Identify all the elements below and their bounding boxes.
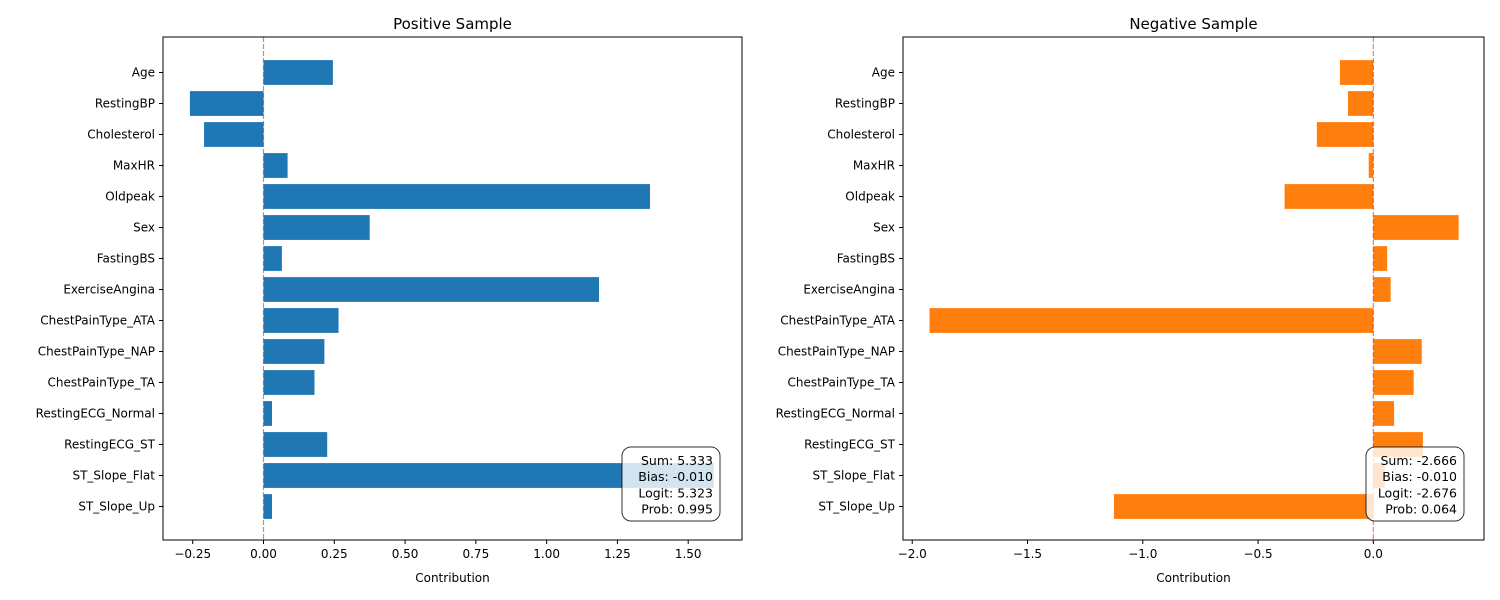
positive-sample-chart: Positive Sample Contribution Age RestingB… xyxy=(36,15,743,585)
y-tick-label: ST_Slope_Up xyxy=(818,500,895,514)
bar-RestingECG_Normal xyxy=(263,401,273,426)
bar-ST_Slope_Up xyxy=(263,494,273,519)
y-tick-label: ChestPainType_NAP xyxy=(778,345,895,359)
y-tick-label: ExerciseAngina xyxy=(63,283,155,297)
bar-MaxHR xyxy=(1368,153,1374,178)
info-box-line: Prob: 0.064 xyxy=(1385,502,1457,517)
bar-ExerciseAngina xyxy=(263,277,600,302)
bar-RestingBP xyxy=(1347,91,1374,116)
y-tick-label: Oldpeak xyxy=(845,190,895,204)
bar-ST_Slope_Up xyxy=(1113,494,1374,519)
y-tick-label: Cholesterol xyxy=(87,128,155,142)
x-tick-label: −1.5 xyxy=(1013,547,1042,561)
x-tick-label: 1.00 xyxy=(533,547,560,561)
info-box-line: Prob: 0.995 xyxy=(641,502,713,517)
y-tick-label: ChestPainType_TA xyxy=(788,376,896,390)
x-tick-label: 0.25 xyxy=(321,547,348,561)
y-tick-label: ChestPainType_NAP xyxy=(38,345,155,359)
y-tick-label: ChestPainType_ATA xyxy=(780,314,896,328)
y-tick-label: FastingBS xyxy=(97,252,155,266)
axes-frame xyxy=(902,36,1485,541)
bar-MaxHR xyxy=(263,153,288,178)
x-tick-label: −0.25 xyxy=(174,547,211,561)
y-tick-label: RestingECG_Normal xyxy=(36,407,155,421)
y-tick-label: MaxHR xyxy=(853,159,895,173)
y-tick-label: RestingBP xyxy=(835,97,895,111)
x-tick-label: 0.0 xyxy=(1364,547,1383,561)
bar-RestingECG_Normal xyxy=(1373,401,1395,426)
info-box-line: Bias: -0.010 xyxy=(1382,469,1457,484)
x-tick-label: 1.50 xyxy=(675,547,702,561)
bar-ExerciseAngina xyxy=(1373,277,1391,302)
bar-FastingBS xyxy=(263,246,282,271)
x-tick-label: 0.00 xyxy=(250,547,277,561)
x-tick-label: 0.75 xyxy=(462,547,489,561)
bar-ChestPainType_ATA xyxy=(263,308,339,333)
info-box-line: Bias: -0.010 xyxy=(638,469,713,484)
bar-Sex xyxy=(1373,215,1459,240)
bar-ChestPainType_TA xyxy=(1373,370,1414,395)
bar-Age xyxy=(1339,60,1374,85)
y-tick-label: ST_Slope_Up xyxy=(78,500,155,514)
y-tick-label: ST_Slope_Flat xyxy=(72,469,155,483)
y-tick-label: ChestPainType_TA xyxy=(48,376,156,390)
y-tick-label: Cholesterol xyxy=(827,128,895,142)
info-box-line: Logit: 5.323 xyxy=(638,485,713,500)
chart-title: Positive Sample xyxy=(393,15,512,33)
bar-ChestPainType_NAP xyxy=(1373,339,1422,364)
y-tick-label: RestingECG_Normal xyxy=(776,407,895,421)
bar-Oldpeak xyxy=(263,184,650,209)
x-axis-label: Contribution xyxy=(415,571,490,585)
bar-Age xyxy=(263,60,333,85)
y-tick-label: FastingBS xyxy=(837,252,895,266)
x-axis-label: Contribution xyxy=(1156,571,1231,585)
x-tick-label: −0.5 xyxy=(1243,547,1272,561)
x-tick-label: 1.25 xyxy=(604,547,631,561)
axes-frame xyxy=(162,36,743,541)
bar-Oldpeak xyxy=(1284,184,1374,209)
info-box-line: Logit: -2.676 xyxy=(1378,485,1457,500)
info-box-line: Sum: -2.666 xyxy=(1380,453,1457,468)
y-tick-label: Sex xyxy=(133,221,155,235)
y-tick-label: Oldpeak xyxy=(105,190,155,204)
info-box xyxy=(1365,446,1465,522)
y-tick-label: Sex xyxy=(873,221,895,235)
chart-title: Negative Sample xyxy=(1129,15,1257,33)
y-tick-label: ChestPainType_ATA xyxy=(40,314,156,328)
x-tick-label: 0.50 xyxy=(392,547,419,561)
y-tick-label: RestingBP xyxy=(95,97,155,111)
y-tick-label: RestingECG_ST xyxy=(64,438,156,452)
y-tick-label: Age xyxy=(132,66,155,80)
y-tick-label: MaxHR xyxy=(113,159,155,173)
bar-ChestPainType_ATA xyxy=(929,308,1374,333)
info-box xyxy=(621,446,721,522)
x-tick-label: −2.0 xyxy=(898,547,927,561)
x-tick-label: −1.0 xyxy=(1128,547,1157,561)
y-tick-label: ST_Slope_Flat xyxy=(812,469,895,483)
bar-ChestPainType_NAP xyxy=(263,339,325,364)
bar-Cholesterol xyxy=(1316,122,1374,147)
bar-ChestPainType_TA xyxy=(263,370,315,395)
y-tick-label: RestingECG_ST xyxy=(804,438,896,452)
bar-RestingBP xyxy=(189,91,264,116)
bar-RestingECG_ST xyxy=(263,432,328,457)
info-box-line: Sum: 5.333 xyxy=(641,453,713,468)
bar-FastingBS xyxy=(1373,246,1388,271)
negative-sample-chart: Negative Sample Contribution Age RestingB… xyxy=(776,15,1485,585)
bar-Sex xyxy=(263,215,370,240)
y-tick-label: ExerciseAngina xyxy=(803,283,895,297)
bar-Cholesterol xyxy=(204,122,264,147)
y-tick-label: Age xyxy=(872,66,895,80)
